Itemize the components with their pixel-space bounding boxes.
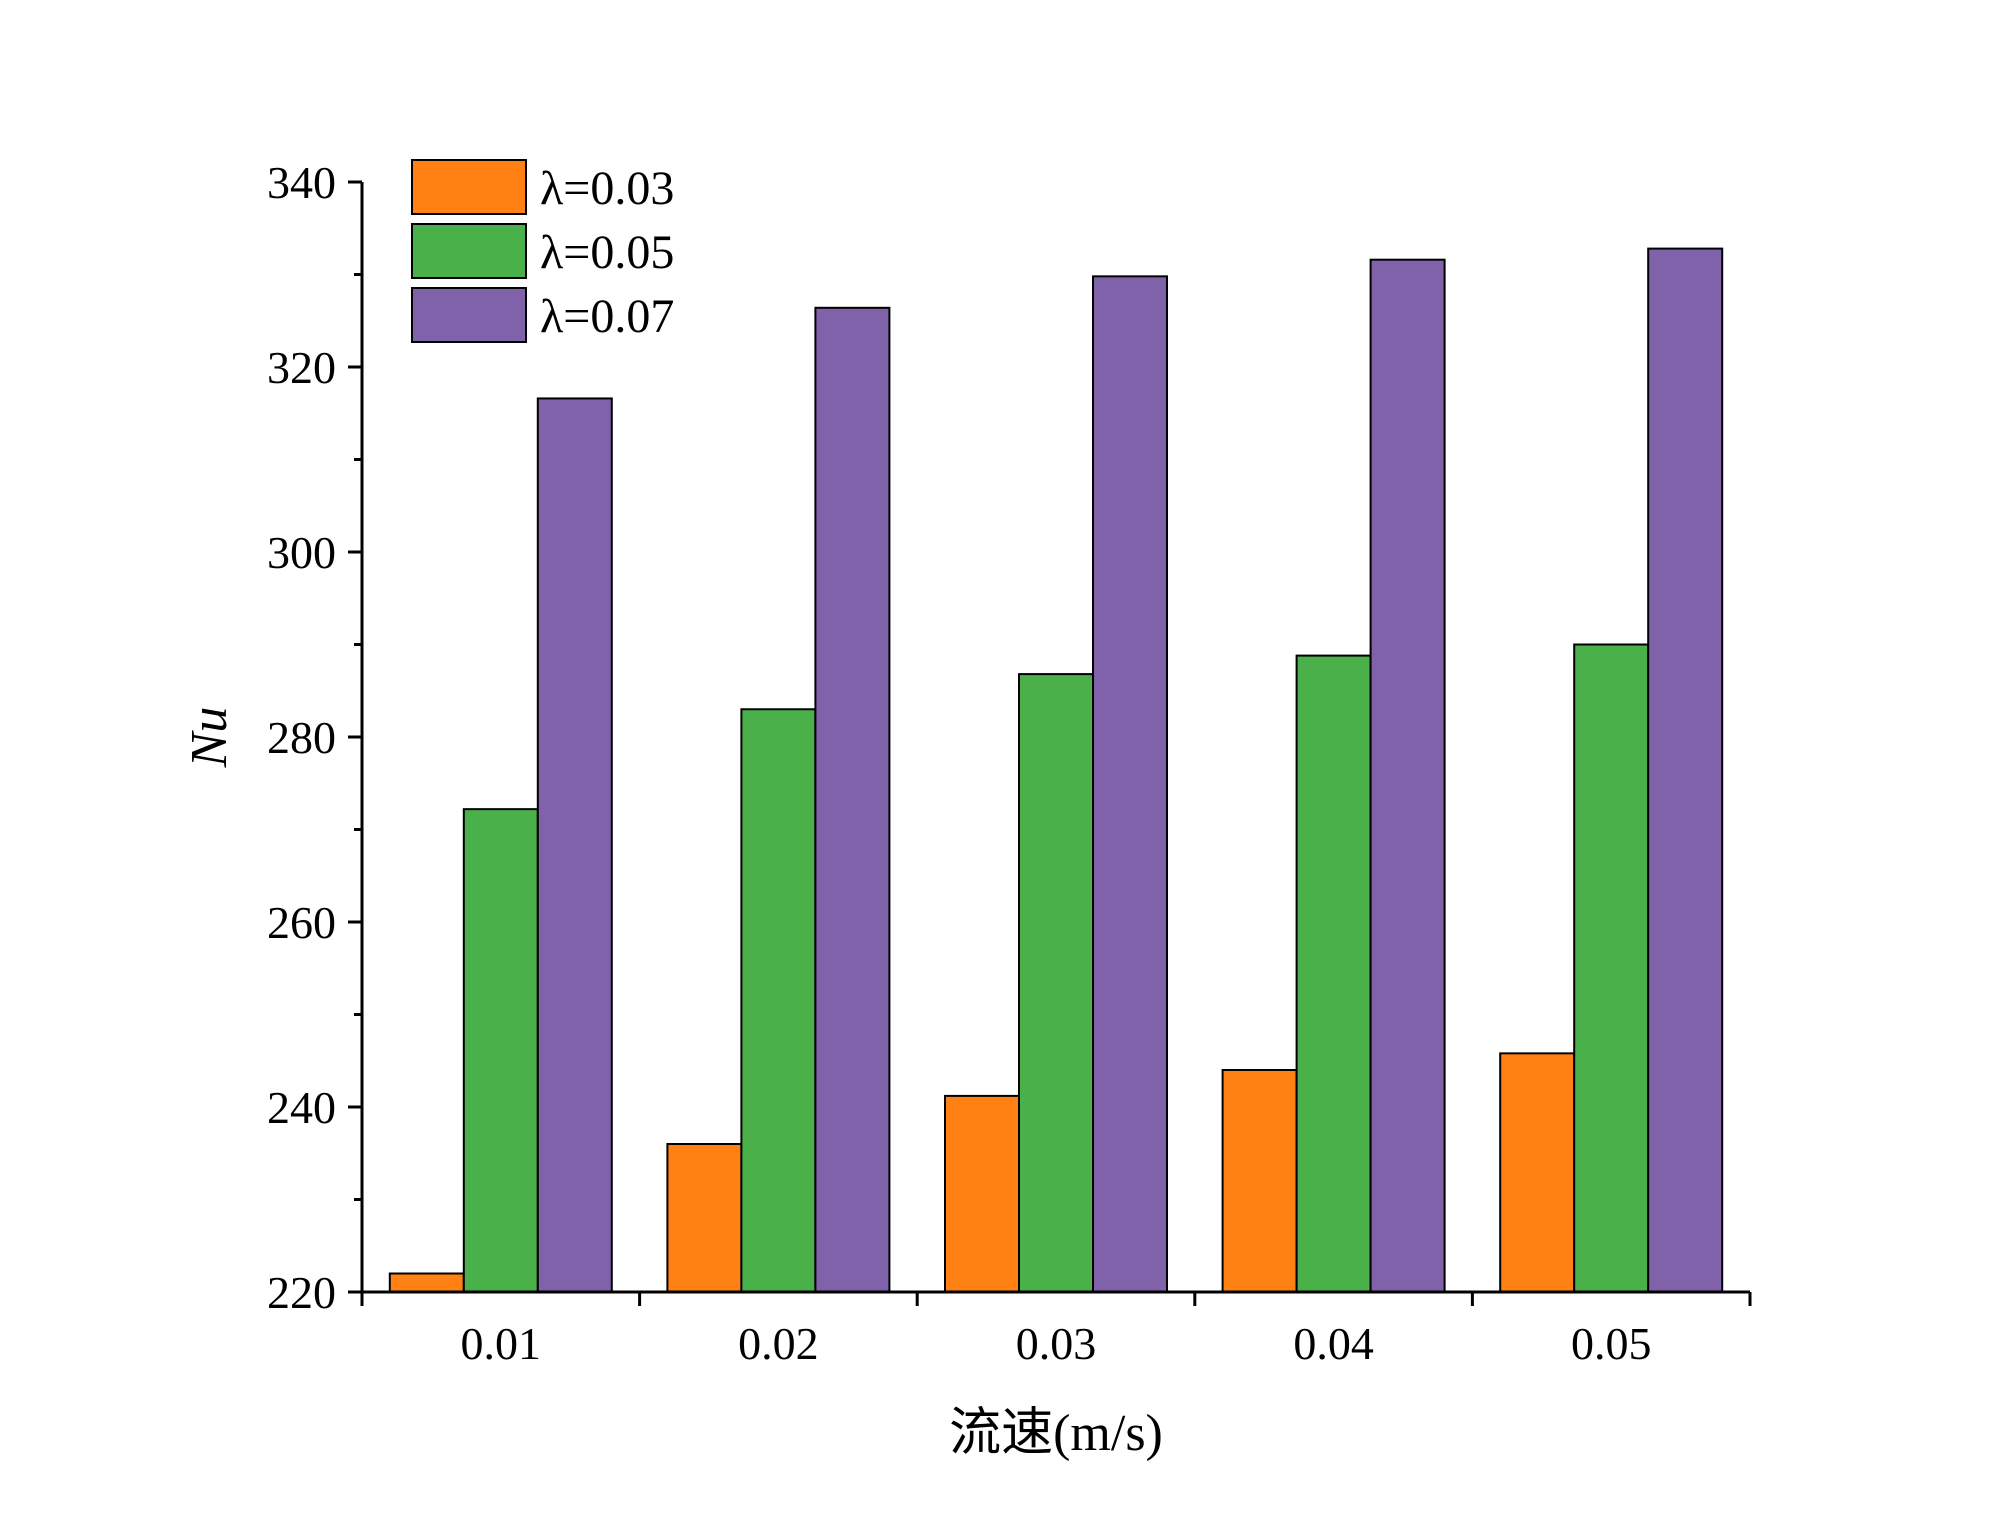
bar-1-0.03	[944, 1094, 1020, 1294]
legend-swatch-3	[411, 287, 527, 343]
x-ticks: 0.01 0.02 0.03 0.04 0.05	[360, 1292, 1752, 1369]
bar-2-0.01	[462, 808, 539, 1294]
bar-1-0.01	[388, 1272, 465, 1293]
y-tick-label: 240	[267, 1082, 336, 1133]
bar-3-0.03	[1092, 275, 1168, 1294]
bar-1-0.05	[1499, 1052, 1576, 1293]
legend-swatch-1	[411, 159, 527, 215]
y-axis-title: Nu	[181, 707, 238, 769]
legend: λ=0.03 λ=0.05 λ=0.07	[411, 159, 674, 343]
bar-2-0.05	[1573, 643, 1650, 1293]
bar-3-0.05	[1647, 247, 1724, 1294]
y-ticks: 220 240 260 280 300 320 340	[267, 157, 362, 1318]
y-tick-label: 340	[267, 157, 336, 208]
x-axis-title: 流速(m/s)	[949, 1405, 1163, 1462]
bar-2-0.04	[1295, 654, 1372, 1293]
y-tick-label: 300	[267, 527, 336, 578]
bar-1-0.02	[666, 1143, 743, 1293]
bar-2-0.03	[1018, 673, 1094, 1293]
legend-label-2: λ=0.05	[540, 226, 674, 279]
bar-2-0.02	[740, 708, 817, 1293]
legend-label-3: λ=0.07	[540, 290, 674, 343]
x-tick-label: 0.02	[738, 1318, 819, 1369]
bar-1-0.04	[1221, 1069, 1298, 1293]
bar-3-0.01	[536, 397, 613, 1293]
bar-3-0.02	[814, 306, 891, 1293]
y-tick-label: 260	[267, 897, 336, 948]
bar-3-0.04	[1369, 258, 1446, 1294]
legend-label-1: λ=0.03	[540, 162, 674, 215]
bars-layer	[388, 247, 1724, 1294]
x-tick-label: 0.03	[1016, 1318, 1097, 1369]
x-tick-label: 0.05	[1571, 1318, 1652, 1369]
y-tick-label: 320	[267, 342, 336, 393]
y-tick-label: 220	[267, 1267, 336, 1318]
legend-swatch-2	[411, 223, 527, 279]
y-tick-label: 280	[267, 712, 336, 763]
x-tick-label: 0.04	[1293, 1318, 1374, 1369]
x-tick-label: 0.01	[461, 1318, 542, 1369]
